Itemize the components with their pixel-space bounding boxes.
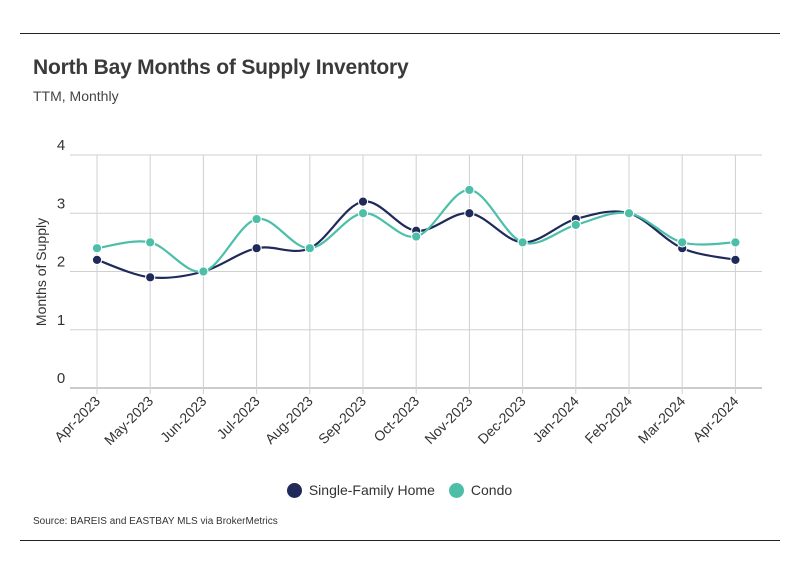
bottom-rule	[20, 540, 780, 541]
x-tick-label: Mar-2024	[635, 393, 689, 447]
data-point-single-family-home[interactable]	[730, 254, 741, 265]
data-point-single-family-home[interactable]	[251, 243, 262, 254]
y-tick-label: 4	[57, 137, 65, 154]
data-point-condo[interactable]	[357, 208, 369, 219]
y-tick-label: 2	[57, 254, 65, 271]
data-point-single-family-home[interactable]	[357, 196, 369, 207]
legend-marker-single-family	[286, 482, 302, 498]
data-point-condo[interactable]	[145, 237, 156, 248]
data-point-condo[interactable]	[304, 243, 315, 254]
data-point-condo[interactable]	[464, 184, 475, 196]
grid-lines	[70, 154, 762, 394]
data-point-condo[interactable]	[677, 237, 688, 248]
y-tick-label: 0	[57, 370, 65, 387]
x-tick-label: Sep-2023	[315, 393, 369, 447]
data-point-condo[interactable]	[517, 237, 528, 248]
legend-marker-condo	[448, 482, 464, 498]
chart-title: North Bay Months of Supply Inventory	[33, 56, 409, 79]
data-point-condo[interactable]	[623, 208, 635, 219]
x-tick-label: Oct-2023	[370, 393, 422, 445]
y-axis-label: Months of Supply	[33, 218, 49, 326]
x-tick-label: Aug-2023	[262, 393, 316, 447]
data-point-single-family-home[interactable]	[91, 254, 103, 265]
x-tick-label: Jan-2024	[529, 393, 582, 446]
data-point-condo[interactable]	[198, 266, 209, 277]
y-tick-label: 3	[57, 195, 65, 212]
source-note: Source: BAREIS and EASTBAY MLS via Broke…	[33, 516, 278, 527]
legend-item-condo[interactable]: Condo	[448, 482, 513, 498]
chart-subtitle: TTM, Monthly	[33, 88, 119, 104]
legend-label-condo: Condo	[470, 482, 513, 498]
x-tick-label: Dec-2023	[474, 393, 528, 447]
data-points	[91, 184, 741, 283]
x-tick-label: Nov-2023	[421, 393, 475, 447]
data-point-condo[interactable]	[411, 231, 422, 242]
x-tick-label: Apr-2024	[689, 393, 741, 445]
top-rule	[20, 33, 780, 34]
x-tick-label: Feb-2024	[581, 393, 635, 447]
data-point-single-family-home[interactable]	[464, 208, 475, 219]
data-point-condo[interactable]	[91, 243, 103, 254]
x-tick-label: Jun-2023	[157, 393, 210, 446]
x-tick-label: May-2023	[101, 393, 156, 448]
data-point-condo[interactable]	[570, 219, 581, 230]
x-tick-label: Apr-2023	[51, 393, 103, 445]
y-tick-labels: 0 1 2 3 4	[57, 137, 65, 387]
y-tick-label: 1	[57, 312, 65, 329]
legend: Single-Family Home Condo	[0, 482, 799, 498]
data-point-condo[interactable]	[251, 213, 262, 225]
x-tick-label: Jul-2023	[213, 393, 262, 442]
legend-label-single-family: Single-Family Home	[308, 482, 435, 498]
legend-item-single-family[interactable]: Single-Family Home	[286, 482, 435, 498]
data-point-single-family-home[interactable]	[145, 272, 156, 283]
data-point-condo[interactable]	[730, 237, 741, 248]
